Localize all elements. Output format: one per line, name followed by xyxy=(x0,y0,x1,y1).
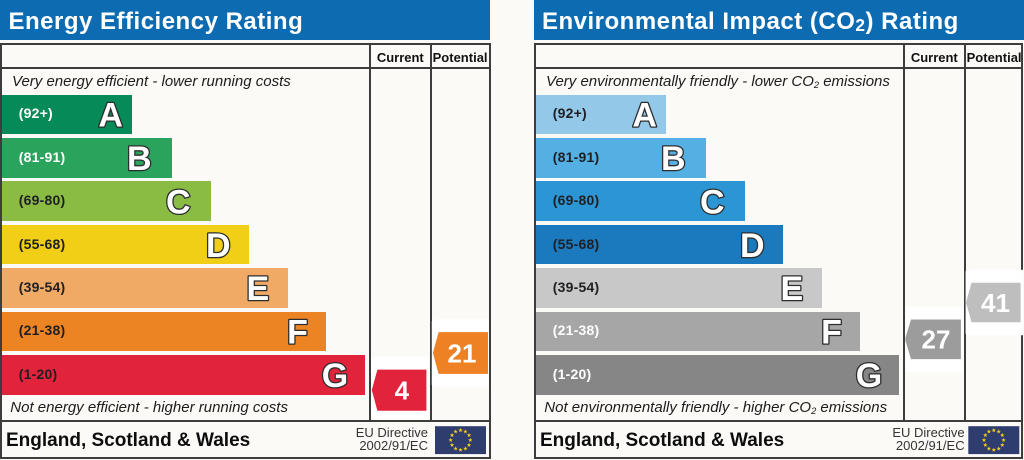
svg-text:B: B xyxy=(661,140,686,178)
svg-text:E: E xyxy=(780,270,803,308)
svg-text:G: G xyxy=(856,357,882,395)
svg-text:F: F xyxy=(287,314,308,352)
svg-text:F: F xyxy=(821,314,842,352)
svg-text:4: 4 xyxy=(395,375,410,405)
svg-text:G: G xyxy=(322,357,348,395)
svg-text:E: E xyxy=(246,270,269,308)
svg-text:21: 21 xyxy=(448,338,477,368)
svg-text:27: 27 xyxy=(922,325,951,355)
svg-text:41: 41 xyxy=(981,288,1010,318)
svg-text:A: A xyxy=(632,97,657,135)
svg-text:D: D xyxy=(206,227,231,265)
svg-text:C: C xyxy=(166,183,191,221)
svg-text:B: B xyxy=(127,140,152,178)
svg-text:A: A xyxy=(98,97,123,135)
svg-text:C: C xyxy=(700,183,725,221)
svg-text:D: D xyxy=(740,227,765,265)
